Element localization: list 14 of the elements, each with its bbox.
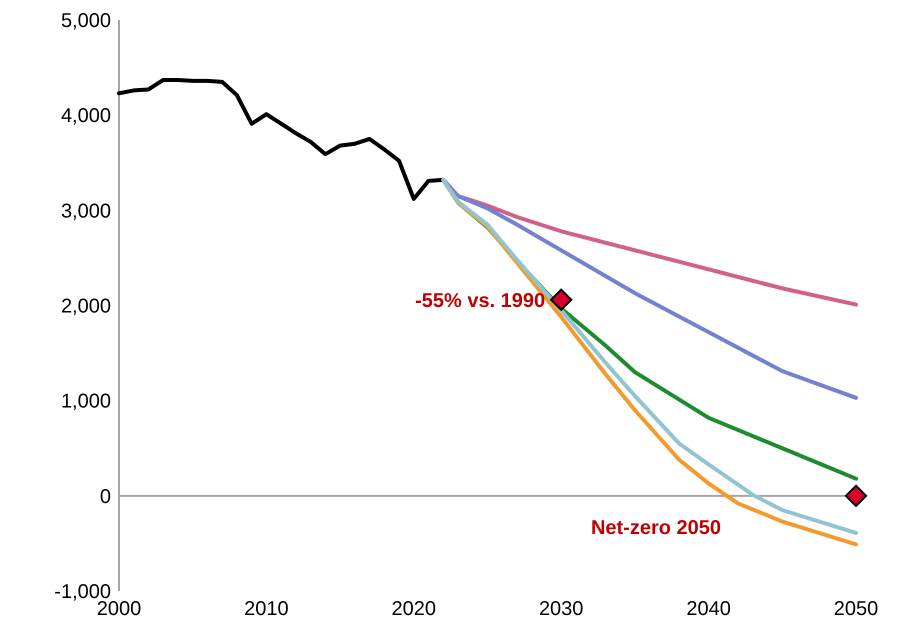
x-tick-label: 2050: [834, 598, 878, 620]
y-tick-label: 0: [100, 486, 111, 508]
x-tick-label: 2000: [96, 598, 142, 620]
y-tick-label: 3,000: [60, 200, 111, 222]
y-tick-label: 2,000: [60, 296, 111, 318]
annotation: -55% vs. 1990: [415, 290, 546, 312]
y-tick-label: 5,000: [60, 10, 111, 32]
y-tick-label: 4,000: [60, 105, 111, 128]
annotation: Net-zero 2050: [590, 516, 721, 539]
x-tick-label: 2040: [686, 598, 731, 620]
y-tick-label: 1,000: [60, 390, 111, 413]
x-tick-label: 2030: [538, 598, 584, 620]
x-tick-label: 2020: [392, 598, 436, 620]
x-tick-label: 2010: [244, 598, 289, 620]
